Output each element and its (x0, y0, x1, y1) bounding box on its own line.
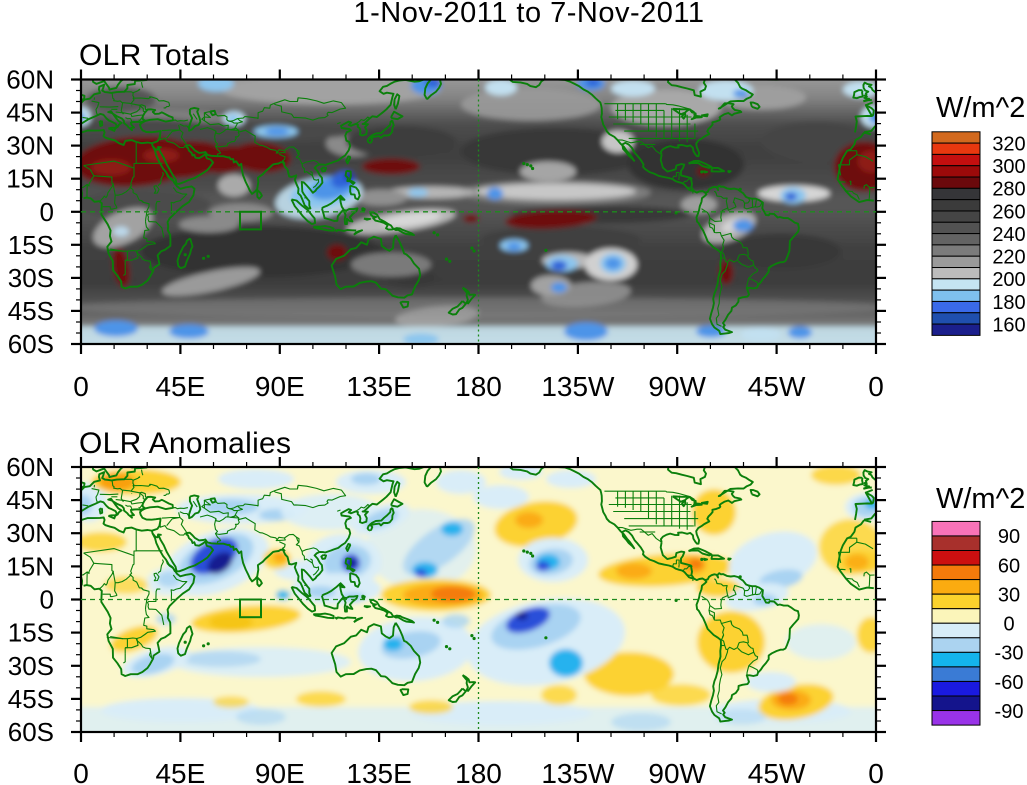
svg-text:280: 280 (992, 179, 1025, 201)
svg-text:320: 320 (992, 133, 1025, 155)
svg-text:45E: 45E (155, 758, 205, 785)
svg-text:160: 160 (992, 314, 1025, 336)
svg-text:-90: -90 (995, 701, 1024, 723)
svg-text:60S: 60S (8, 717, 54, 747)
svg-text:0: 0 (73, 371, 89, 402)
svg-text:135W: 135W (541, 758, 615, 785)
svg-text:-30: -30 (995, 643, 1024, 665)
svg-text:45W: 45W (748, 371, 806, 402)
svg-text:30: 30 (998, 584, 1020, 606)
svg-text:60N: 60N (6, 65, 54, 95)
svg-text:220: 220 (992, 247, 1025, 269)
svg-text:45N: 45N (6, 98, 54, 128)
svg-text:60S: 60S (8, 329, 54, 359)
svg-text:45W: 45W (748, 758, 806, 785)
svg-text:30S: 30S (8, 651, 54, 681)
svg-text:45S: 45S (8, 684, 54, 714)
svg-text:180: 180 (455, 758, 502, 785)
svg-text:0: 0 (73, 758, 89, 785)
svg-text:90W: 90W (648, 758, 706, 785)
svg-text:60N: 60N (6, 452, 54, 482)
svg-text:-60: -60 (995, 672, 1024, 694)
svg-text:15S: 15S (8, 230, 54, 260)
svg-text:90: 90 (998, 526, 1020, 548)
svg-text:135E: 135E (346, 371, 411, 402)
svg-text:45S: 45S (8, 296, 54, 326)
svg-text:30N: 30N (6, 518, 54, 548)
svg-text:90E: 90E (255, 371, 305, 402)
svg-text:180: 180 (455, 371, 502, 402)
svg-text:45N: 45N (6, 485, 54, 515)
svg-text:60: 60 (998, 555, 1020, 577)
svg-text:OLR Anomalies: OLR Anomalies (79, 427, 291, 460)
svg-text:260: 260 (992, 201, 1025, 223)
svg-text:30N: 30N (6, 131, 54, 161)
svg-text:W/m^2: W/m^2 (936, 483, 1025, 515)
svg-text:45E: 45E (155, 371, 205, 402)
svg-text:30S: 30S (8, 263, 54, 293)
svg-text:90W: 90W (648, 371, 706, 402)
svg-text:1-Nov-2011 to 7-Nov-2011: 1-Nov-2011 to 7-Nov-2011 (353, 0, 704, 29)
svg-text:180: 180 (992, 292, 1025, 314)
svg-text:240: 240 (992, 224, 1025, 246)
svg-text:0: 0 (40, 585, 54, 615)
svg-text:200: 200 (992, 269, 1025, 291)
svg-text:0: 0 (868, 758, 884, 785)
svg-text:OLR Totals: OLR Totals (79, 39, 230, 72)
svg-text:15N: 15N (6, 164, 54, 194)
svg-text:135W: 135W (541, 371, 615, 402)
svg-text:15N: 15N (6, 551, 54, 581)
svg-text:15S: 15S (8, 618, 54, 648)
svg-text:W/m^2: W/m^2 (936, 92, 1025, 124)
svg-text:0: 0 (40, 197, 54, 227)
svg-text:90E: 90E (255, 758, 305, 785)
svg-text:0: 0 (1003, 614, 1014, 636)
svg-text:0: 0 (868, 371, 884, 402)
svg-text:300: 300 (992, 156, 1025, 178)
svg-text:135E: 135E (346, 758, 411, 785)
